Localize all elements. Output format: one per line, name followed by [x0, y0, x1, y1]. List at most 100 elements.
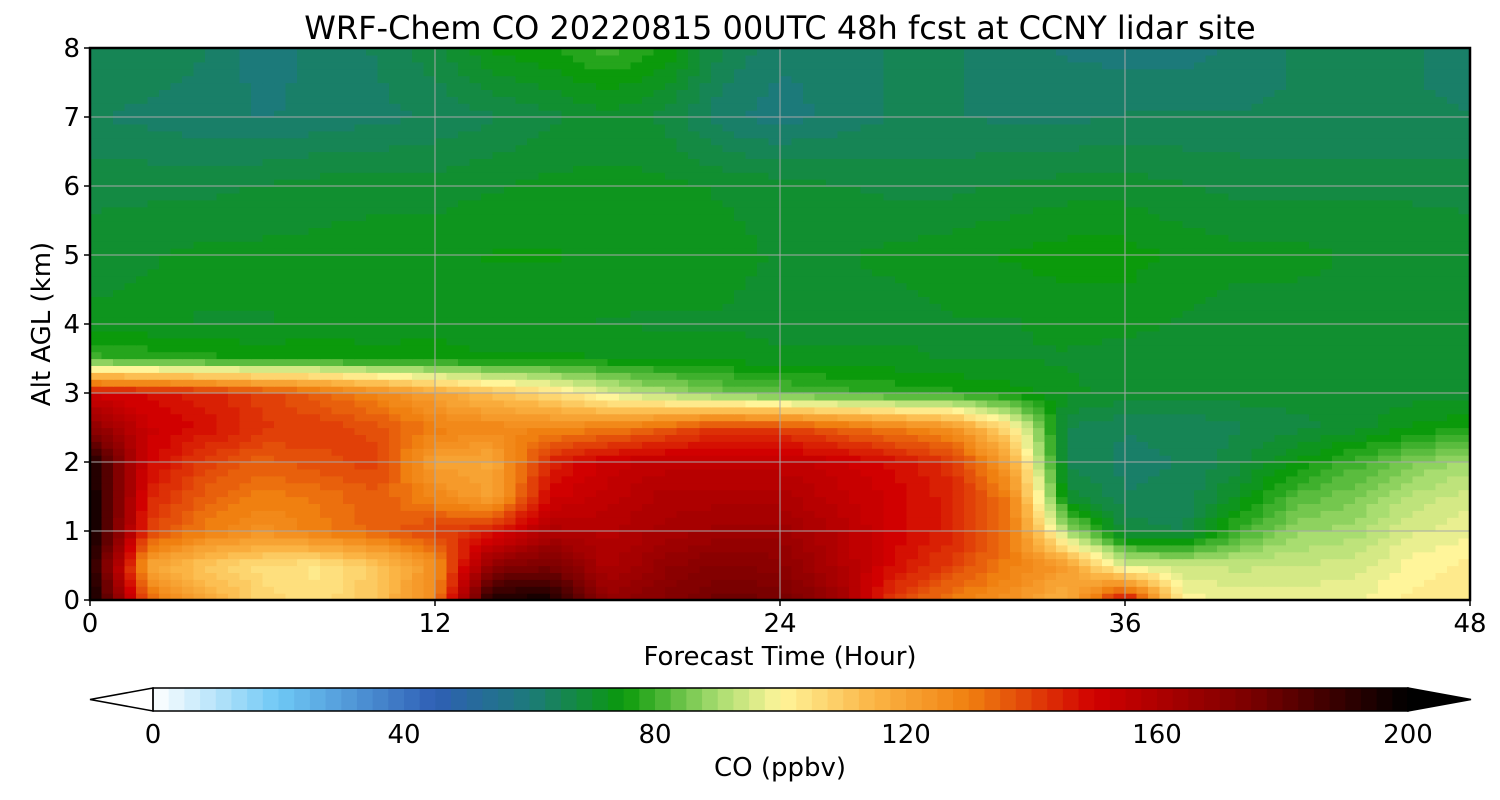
heatmap-cell: [1217, 551, 1230, 560]
heatmap-cell: [745, 503, 758, 511]
heatmap-cell: [412, 434, 425, 442]
heatmap-cell: [400, 406, 413, 415]
heatmap-cell: [906, 379, 919, 387]
heatmap-cell: [1389, 544, 1402, 553]
heatmap-cell: [584, 565, 597, 573]
heatmap-cell: [1079, 427, 1092, 435]
heatmap-cell: [711, 427, 724, 435]
heatmap-cell: [711, 358, 724, 366]
heatmap-cell: [630, 379, 643, 387]
heatmap-cell: [147, 434, 160, 442]
heatmap-cell: [642, 406, 655, 415]
heatmap-cell: [573, 358, 586, 366]
heatmap-cell: [1274, 413, 1287, 422]
heatmap-cell: [1067, 586, 1080, 594]
heatmap-cell: [331, 399, 344, 408]
heatmap-cell: [285, 393, 298, 401]
heatmap-cell: [757, 537, 770, 546]
heatmap-cell: [492, 324, 505, 332]
heatmap-cell: [1113, 475, 1126, 484]
heatmap-cell: [527, 475, 540, 484]
heatmap-cell: [1033, 565, 1046, 573]
heatmap-cell: [998, 544, 1011, 553]
heatmap-cell: [1205, 448, 1218, 456]
heatmap-cell: [1458, 420, 1470, 429]
heatmap-cell: [1286, 337, 1299, 346]
heatmap-cell: [1343, 420, 1356, 429]
heatmap-cell: [515, 330, 528, 339]
heatmap-cell: [251, 475, 264, 484]
heatmap-cell: [205, 351, 218, 360]
heatmap-cell: [573, 386, 586, 394]
heatmap-cell: [1021, 551, 1034, 560]
heatmap-cell: [331, 462, 344, 470]
heatmap-cell: [1125, 468, 1138, 477]
heatmap-cell: [308, 586, 321, 594]
heatmap-cell: [573, 462, 586, 470]
heatmap-cell: [895, 462, 908, 470]
heatmap-cell: [1343, 579, 1356, 587]
heatmap-cell: [400, 448, 413, 456]
heatmap-cell: [561, 503, 574, 511]
heatmap-cell: [975, 448, 988, 456]
heatmap-cell: [354, 462, 367, 470]
heatmap-cell: [745, 434, 758, 442]
heatmap-cell: [883, 324, 896, 332]
heatmap-cell: [1240, 544, 1253, 553]
heatmap-cell: [1056, 503, 1069, 511]
heatmap-cell: [1401, 351, 1414, 360]
heatmap-cell: [320, 496, 333, 504]
heatmap-cell: [389, 324, 402, 332]
heatmap-cell: [688, 399, 701, 408]
heatmap-cell: [872, 503, 885, 511]
heatmap-cell: [1251, 572, 1264, 580]
heatmap-cell: [1125, 448, 1138, 456]
heatmap-cell: [849, 531, 862, 539]
heatmap-cell: [1067, 337, 1080, 346]
heatmap-cell: [435, 593, 448, 600]
heatmap-cell: [872, 399, 885, 408]
heatmap-cell: [1378, 593, 1391, 600]
heatmap-cell: [1228, 475, 1241, 484]
heatmap-cell: [1090, 406, 1103, 415]
heatmap-cell: [745, 413, 758, 422]
heatmap-cell: [193, 517, 206, 525]
heatmap-cell: [504, 324, 517, 332]
heatmap-cell: [205, 365, 218, 373]
heatmap-cell: [653, 406, 666, 415]
heatmap-cell: [435, 558, 448, 567]
heatmap-cell: [952, 358, 965, 366]
heatmap-cell: [745, 448, 758, 456]
heatmap-cell: [1389, 393, 1402, 401]
heatmap-cell: [1228, 330, 1241, 339]
heatmap-cell: [1297, 537, 1310, 546]
heatmap-cell: [492, 531, 505, 539]
heatmap-cell: [412, 358, 425, 366]
heatmap-cell: [389, 317, 402, 325]
heatmap-cell: [377, 524, 390, 532]
heatmap-cell: [1412, 475, 1425, 484]
heatmap-cell: [642, 503, 655, 511]
heatmap-cell: [331, 475, 344, 484]
heatmap-cell: [239, 482, 252, 491]
heatmap-cell: [1424, 372, 1437, 380]
heatmap-cell: [216, 372, 229, 380]
heatmap-cell: [1297, 489, 1310, 498]
heatmap-cell: [423, 517, 436, 525]
heatmap-cell: [1021, 337, 1034, 346]
heatmap-cell: [343, 586, 356, 594]
heatmap-cell: [676, 551, 689, 560]
heatmap-cell: [285, 503, 298, 511]
heatmap-cell: [814, 565, 827, 573]
heatmap-cell: [941, 399, 954, 408]
heatmap-cell: [1217, 572, 1230, 580]
heatmap-cell: [205, 434, 218, 442]
heatmap-cell: [262, 420, 275, 429]
heatmap-cell: [458, 420, 471, 429]
heatmap-cell: [400, 344, 413, 353]
heatmap-cell: [147, 496, 160, 504]
heatmap-cell: [745, 531, 758, 539]
heatmap-cell: [113, 324, 126, 332]
heatmap-cell: [699, 358, 712, 366]
heatmap-cell: [1171, 379, 1184, 387]
